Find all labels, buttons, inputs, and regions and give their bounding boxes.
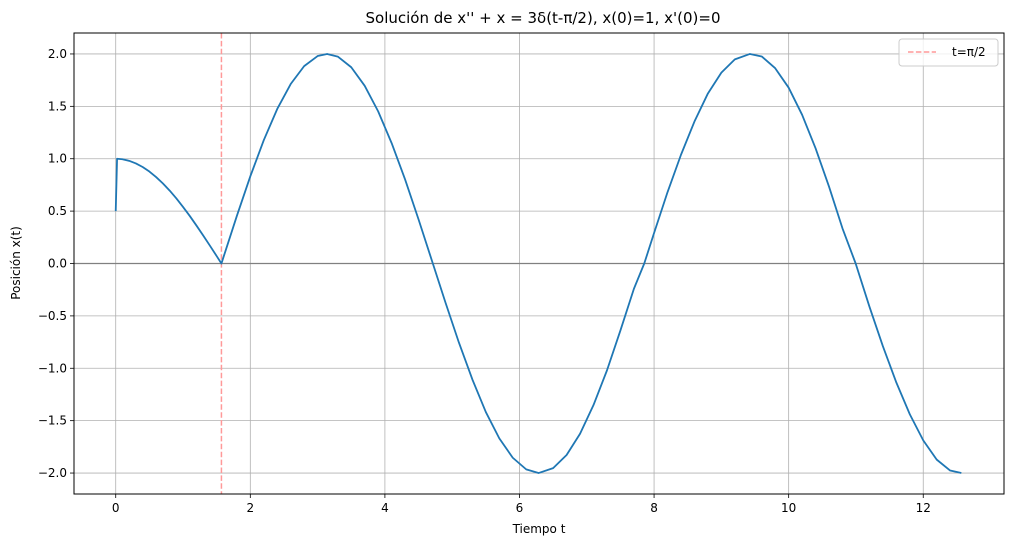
y-tick-label: 1.0	[48, 152, 67, 166]
y-axis-ticks: −2.0 −1.5 −1.0 −0.5 0.0 0.5 1.0 1.5 2.0	[38, 47, 74, 480]
position-curve-line	[114, 53, 962, 474]
legend-label: t=π/2	[952, 45, 986, 59]
y-tick-label: −1.5	[38, 414, 67, 428]
x-tick-label: 2	[246, 501, 254, 515]
x-axis-title: Tiempo t	[512, 522, 566, 536]
legend-box	[898, 38, 999, 67]
x-tick-label: 12	[916, 501, 931, 515]
chart-title: Solución de x'' + x = 3δ(t-π/2), x(0)=1,…	[366, 9, 721, 27]
legend: t=π/2	[898, 38, 999, 67]
y-axis-title: Posición x(t)	[9, 226, 23, 300]
x-tick-label: 4	[381, 501, 389, 515]
x-tick-label: 6	[516, 501, 524, 515]
y-tick-label: −0.5	[38, 309, 67, 323]
x-axis-ticks: 0 2 4 6 8 10 12	[112, 494, 931, 515]
y-tick-label: −2.0	[38, 466, 67, 480]
x-tick-label: 10	[781, 501, 796, 515]
x-tick-label: 8	[650, 501, 658, 515]
annotations	[74, 33, 1004, 494]
series-layer	[114, 53, 962, 474]
y-tick-label: 1.5	[48, 99, 67, 113]
x-tick-label: 0	[112, 501, 120, 515]
y-tick-label: 2.0	[48, 47, 67, 61]
y-tick-label: 0.5	[48, 204, 67, 218]
y-tick-label: −1.0	[38, 361, 67, 375]
y-tick-label: 0.0	[48, 257, 67, 271]
